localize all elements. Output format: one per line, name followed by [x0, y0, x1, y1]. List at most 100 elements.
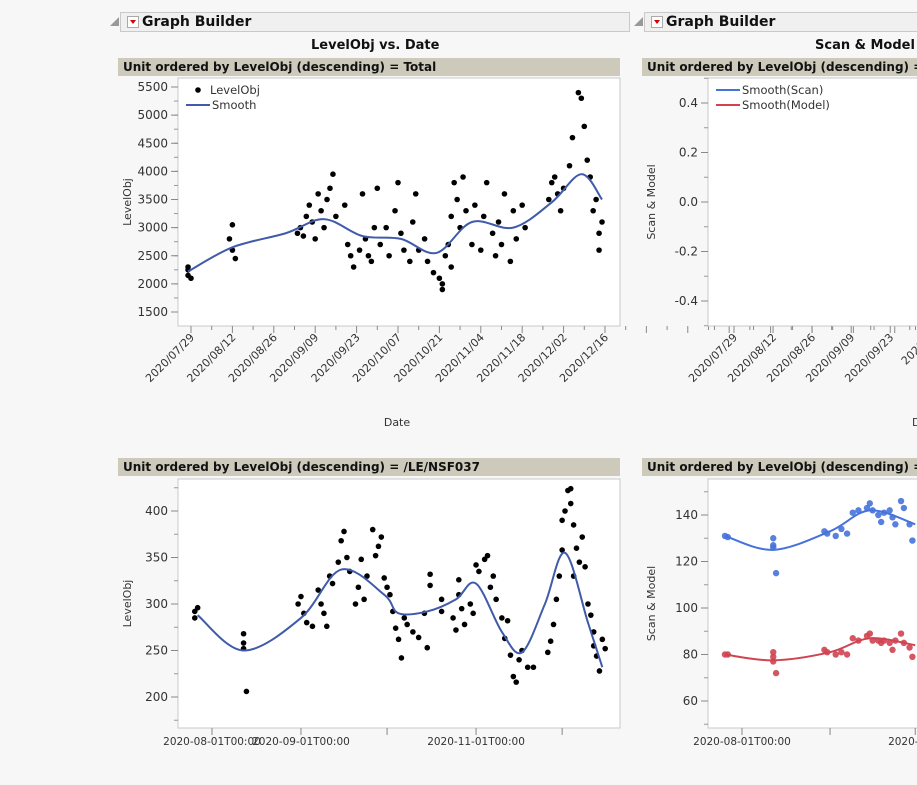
data-point: [585, 601, 591, 607]
data-point: [575, 89, 582, 96]
legend-label: Smooth: [212, 98, 256, 112]
data-point: [499, 615, 505, 621]
data-point: [401, 615, 408, 621]
y-tick-label: -0.2: [675, 245, 698, 259]
data-point: [510, 207, 517, 214]
data-point-model: [849, 635, 856, 642]
data-point: [467, 601, 474, 607]
y-tick-label: 0.0: [679, 195, 698, 209]
data-point: [463, 207, 469, 214]
x-tick-label: 2020-10-0: [888, 736, 917, 748]
data-point: [318, 207, 324, 214]
data-point: [567, 500, 574, 507]
data-point: [359, 191, 366, 197]
y-axis-title: LevelObj: [121, 580, 134, 628]
smooth-curve: [187, 173, 603, 273]
y-tick-label: -0.4: [675, 294, 698, 308]
data-point-scan: [849, 509, 856, 516]
data-point: [513, 236, 520, 242]
data-point: [530, 664, 537, 671]
graph-title: Scan & Model v: [815, 38, 917, 53]
data-point-scan: [770, 535, 777, 542]
data-point: [448, 213, 455, 220]
data-point: [576, 559, 583, 565]
data-point: [386, 252, 392, 259]
data-point: [439, 281, 446, 287]
data-point: [489, 230, 496, 237]
data-point: [596, 247, 602, 253]
plot-frame: [177, 77, 621, 327]
data-point: [303, 213, 310, 220]
data-point: [404, 621, 410, 628]
data-point: [602, 645, 608, 652]
data-point: [453, 627, 459, 633]
red-menu-arrow-icon[interactable]: [127, 16, 139, 28]
y-tick-label: 350: [145, 551, 168, 565]
y-tick-label: 1500: [137, 305, 168, 319]
data-point: [384, 584, 390, 591]
data-point-model: [832, 651, 839, 658]
y-tick-label: 0.2: [679, 146, 698, 160]
data-point: [229, 222, 236, 228]
data-point: [392, 625, 399, 631]
data-point: [469, 241, 475, 248]
data-point: [361, 596, 367, 603]
x-axis-title: D: [912, 416, 917, 429]
data-point: [427, 571, 433, 578]
x-tick-label: 2020-08-01T00:00: [163, 736, 261, 748]
y-axis: 200 250 300 350 400: [145, 487, 178, 721]
panel-header-label: Graph Builder: [142, 14, 252, 30]
data-point: [194, 604, 201, 611]
legend-label: LevelObj: [210, 83, 260, 97]
disclosure-triangle-icon[interactable]: [110, 17, 119, 26]
data-point-model: [906, 644, 913, 651]
data-point-scan: [772, 569, 780, 577]
y-tick-label: 300: [145, 597, 168, 611]
data-point: [240, 630, 247, 637]
data-point: [451, 179, 457, 186]
data-point: [377, 241, 384, 248]
data-point: [544, 649, 551, 656]
data-point: [427, 582, 433, 589]
data-point: [368, 258, 375, 265]
disclosure-triangle-icon[interactable]: [634, 17, 643, 26]
data-point: [295, 601, 301, 607]
data-point: [567, 485, 574, 492]
data-point-model: [770, 658, 777, 665]
data-point: [454, 196, 460, 203]
data-point: [371, 224, 378, 231]
data-point-model: [770, 653, 777, 661]
data-point-scan: [843, 530, 851, 537]
data-point: [330, 171, 336, 177]
legend-label: Smooth(Model): [742, 98, 830, 112]
plot-frame: [177, 478, 621, 729]
x-tick-label: 2020/1: [899, 331, 917, 368]
data-point: [318, 601, 324, 607]
data-point: [596, 668, 603, 674]
plot-frame: [707, 77, 917, 327]
data-point-model: [866, 630, 873, 637]
data-point: [358, 556, 365, 563]
data-point: [493, 596, 499, 603]
data-point: [409, 219, 416, 225]
data-point: [375, 543, 382, 550]
data-point: [553, 596, 560, 603]
red-menu-arrow-icon[interactable]: [651, 16, 663, 28]
x-axis: 2020-08-01T00:00 2020-10-0: [693, 728, 917, 748]
y-tick-label: 3000: [137, 221, 168, 235]
graph-builder-header-left[interactable]: Graph Builder: [120, 12, 630, 32]
data-point-scan: [877, 518, 885, 526]
data-point: [315, 191, 321, 197]
plot-marks: [185, 89, 605, 293]
data-point: [472, 202, 478, 208]
data-point: [327, 185, 333, 192]
data-point-scan: [892, 521, 899, 528]
x-tick-label: 2020-08-01T00:00: [693, 736, 791, 748]
data-point: [412, 191, 419, 197]
data-point-scan: [866, 500, 873, 507]
data-point: [519, 202, 525, 208]
data-point: [369, 526, 376, 533]
graph-builder-header-right[interactable]: Graph Builder: [644, 12, 917, 32]
group-strip: Unit ordered by LevelObj (descending) = …: [118, 58, 620, 76]
